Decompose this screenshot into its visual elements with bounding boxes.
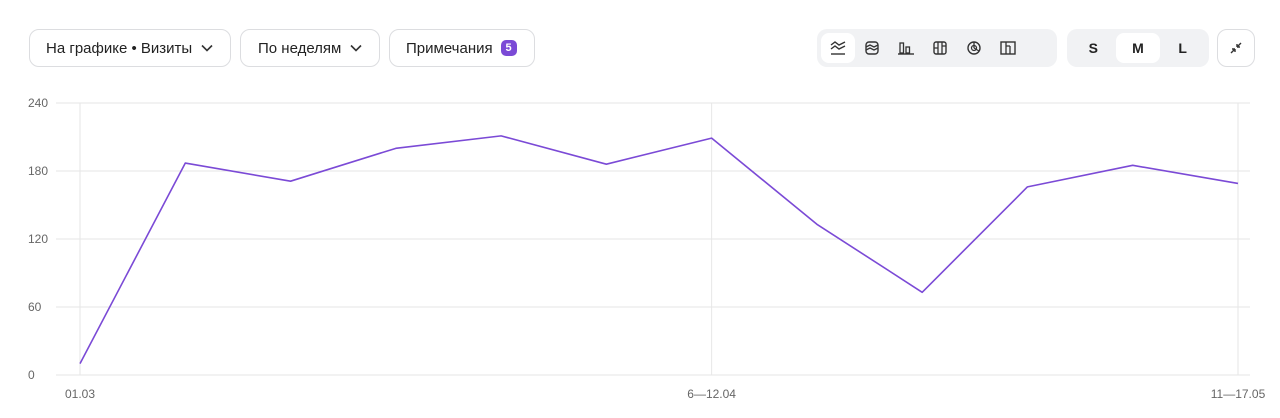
notes-count-badge: 5 — [500, 40, 517, 56]
collapse-icon — [1230, 42, 1242, 54]
visits-series-line — [79, 135, 1239, 365]
chart-type-switcher — [817, 29, 1057, 67]
x-tick-label: 11—17.05 — [1211, 387, 1266, 401]
chart-type-stacked-bar[interactable] — [923, 33, 957, 63]
chevron-down-icon — [350, 44, 362, 52]
data-point — [815, 222, 819, 226]
period-dropdown-label: По неделям — [258, 39, 342, 57]
chart-type-line[interactable] — [821, 33, 855, 63]
y-tick-label: 0 — [28, 368, 35, 382]
data-point — [1025, 185, 1029, 189]
data-point — [78, 362, 82, 366]
pie-chart-icon — [967, 41, 981, 55]
size-s-button[interactable]: S — [1088, 40, 1098, 56]
notes-label: Примечания — [406, 39, 493, 57]
notes-button[interactable]: Примечания 5 — [389, 29, 535, 67]
y-tick-label: 180 — [28, 164, 48, 178]
bar-chart-icon — [898, 42, 914, 55]
size-l-button[interactable]: L — [1178, 40, 1187, 56]
chart-type-stacked-area[interactable] — [855, 33, 889, 63]
stacked-area-icon — [865, 41, 879, 55]
metric-dropdown[interactable]: На графике • Визиты — [29, 29, 231, 67]
stacked-bar-icon — [933, 41, 947, 55]
chart-type-column[interactable] — [991, 33, 1025, 63]
y-tick-label: 240 — [28, 96, 48, 110]
y-tick-label: 60 — [28, 300, 42, 314]
chevron-down-icon — [201, 44, 213, 52]
period-dropdown[interactable]: По неделям — [240, 29, 380, 67]
metric-dropdown-label: На графике • Визиты — [46, 39, 193, 57]
data-point — [394, 146, 398, 150]
data-point — [1236, 181, 1240, 185]
column-chart-icon — [1000, 41, 1016, 55]
y-tick-label: 120 — [28, 232, 48, 246]
data-point — [1131, 163, 1135, 167]
size-m-button[interactable]: M — [1115, 33, 1161, 63]
data-point — [499, 134, 503, 138]
chart-toolbar: На графике • Визиты По неделям Примечани… — [0, 0, 1280, 96]
line-chart-icon — [830, 41, 846, 55]
data-point — [604, 162, 608, 166]
chart-type-bar[interactable] — [889, 33, 923, 63]
data-point — [183, 161, 187, 165]
chart-size-switcher: S M L — [1067, 29, 1209, 67]
data-point — [710, 136, 714, 140]
chart-type-pie[interactable] — [957, 33, 991, 63]
x-tick-label: 01.03 — [65, 387, 95, 401]
visits-line-chart: 0 60 120 180 240 01.03 6—12.04 11—17.05 — [28, 96, 1266, 401]
x-tick-label: 6—12.04 — [687, 387, 736, 401]
data-point — [920, 290, 924, 294]
data-point — [289, 179, 293, 183]
collapse-button[interactable] — [1217, 29, 1255, 67]
